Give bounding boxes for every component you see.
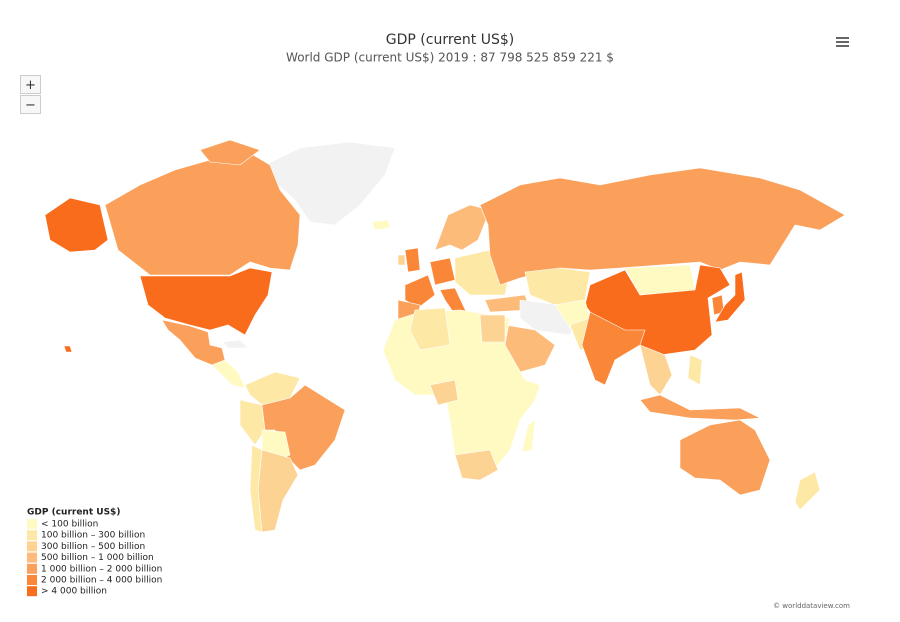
country[interactable] [139, 267, 273, 336]
credit: © worlddataview.com [773, 602, 850, 610]
country[interactable] [371, 219, 391, 231]
legend-label: 1 000 billion – 2 000 billion [41, 564, 162, 574]
country[interactable] [264, 141, 396, 226]
country[interactable] [434, 204, 491, 251]
country[interactable] [687, 354, 703, 386]
legend-label: < 100 billion [41, 520, 98, 530]
world-map [44, 139, 846, 533]
subtitle: World GDP (current US$) 2019 : 87 798 52… [286, 51, 614, 65]
country[interactable] [429, 379, 459, 406]
country[interactable] [479, 314, 506, 343]
country[interactable] [199, 139, 261, 166]
country[interactable] [221, 339, 249, 349]
country[interactable] [521, 419, 536, 453]
country[interactable] [239, 399, 266, 446]
legend-swatch [27, 519, 37, 529]
country[interactable] [679, 419, 771, 496]
country[interactable] [44, 197, 109, 253]
zoom-out-button[interactable]: − [20, 95, 41, 114]
country[interactable] [639, 394, 762, 421]
zoom-in-button[interactable]: + [20, 75, 41, 94]
legend-swatch [27, 575, 37, 585]
country[interactable] [714, 271, 746, 323]
country[interactable] [524, 267, 591, 306]
legend-swatch [27, 541, 37, 552]
country[interactable] [382, 309, 541, 479]
country[interactable] [63, 345, 73, 353]
country[interactable] [794, 471, 821, 511]
legend-label: > 4 000 billion [41, 587, 107, 597]
country[interactable] [581, 311, 646, 386]
country[interactable] [249, 444, 263, 533]
country[interactable] [257, 449, 299, 533]
country[interactable] [429, 257, 456, 286]
legend-title: GDP (current US$) [27, 508, 120, 518]
country[interactable] [404, 274, 436, 309]
legend-label: 300 billion – 500 billion [41, 542, 145, 552]
legend-swatch [27, 552, 37, 563]
legend-label: 100 billion – 300 billion [41, 531, 145, 541]
country[interactable] [479, 167, 846, 286]
country[interactable] [211, 359, 246, 389]
country[interactable] [454, 449, 499, 481]
legend-swatch [27, 563, 37, 574]
title: GDP (current US$) [386, 32, 514, 48]
country[interactable] [404, 247, 421, 273]
legend-label: 2 000 billion – 4 000 billion [41, 576, 162, 586]
country[interactable] [409, 307, 451, 351]
country[interactable] [104, 149, 301, 276]
legend-label: 500 billion – 1 000 billion [41, 553, 154, 563]
menu-icon[interactable] [836, 37, 849, 47]
country[interactable] [397, 254, 406, 266]
legend-swatch [27, 586, 37, 597]
legend-swatch [27, 530, 37, 541]
